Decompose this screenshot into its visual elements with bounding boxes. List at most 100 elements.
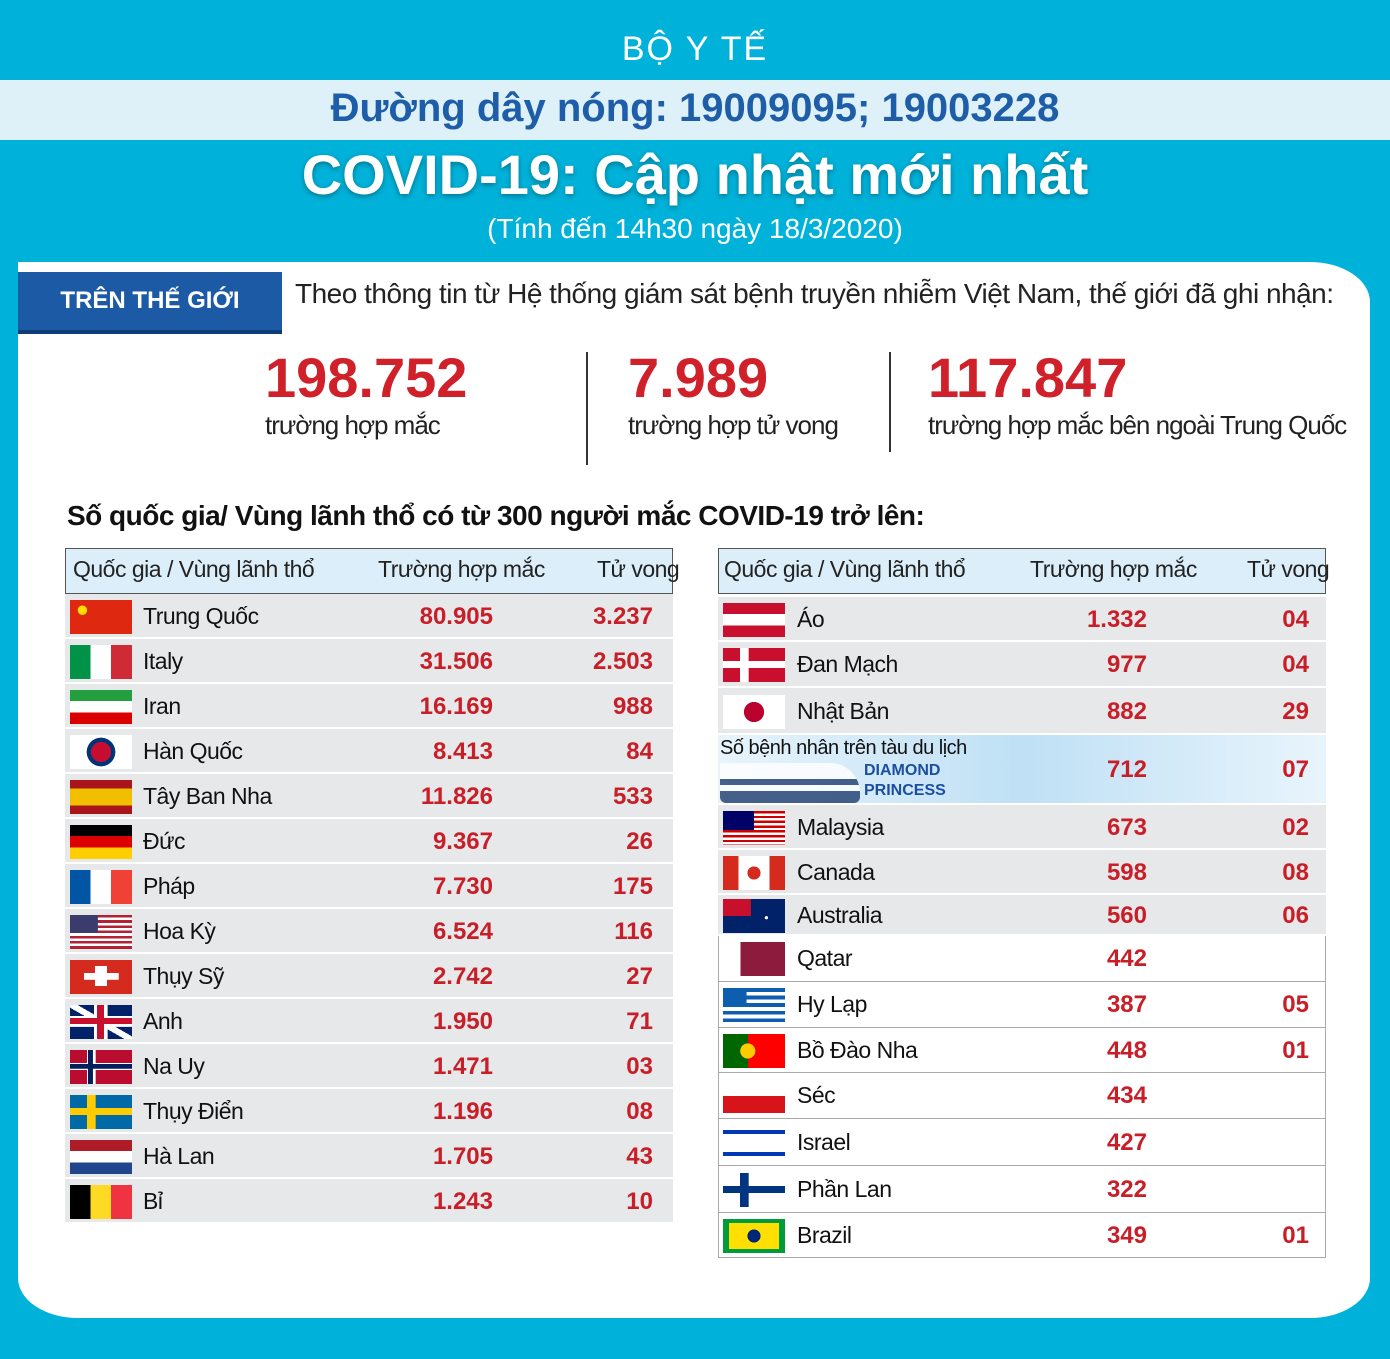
table-row	[718, 688, 1326, 735]
deaths: 04	[1282, 651, 1309, 678]
row-name: Bỉ	[143, 1187, 163, 1214]
row-name: Tây Ban Nha	[143, 782, 272, 809]
cases: 1.471	[432, 1052, 493, 1080]
table-row	[65, 909, 673, 954]
table-row	[65, 864, 673, 909]
deaths: 27	[626, 962, 653, 990]
flag	[70, 1004, 132, 1039]
cases: 11.826	[420, 782, 493, 810]
stat-value: 117.847	[928, 346, 1128, 409]
cases: 322	[1106, 1175, 1147, 1203]
table-row	[65, 1134, 673, 1179]
table-row	[718, 895, 1326, 936]
table-row	[65, 954, 673, 999]
row-name: Đan Mạch	[797, 651, 898, 677]
deaths: 84	[626, 737, 653, 765]
subtitle: (Tính đến 14h30 ngày 18/3/2020)	[487, 213, 903, 244]
row-name: Trung Quốc	[143, 602, 259, 629]
cases: 712	[1106, 756, 1147, 783]
row-name: Séc	[797, 1082, 836, 1108]
table-row	[65, 819, 673, 864]
intro: Theo thông tin từ Hệ thống giám sát bệnh…	[295, 278, 1334, 309]
column-header: Tử vong	[597, 556, 680, 582]
table-row	[718, 1073, 1326, 1119]
cases: 16.169	[419, 692, 493, 720]
deaths: 43	[626, 1142, 653, 1170]
stat-value: 7.989	[628, 346, 769, 409]
deaths: 116	[614, 917, 653, 945]
cases: 349	[1106, 1221, 1147, 1249]
flag	[70, 599, 132, 634]
table-row	[718, 936, 1326, 982]
flag	[723, 855, 785, 890]
flag	[723, 602, 785, 637]
row-name: Phần Lan	[797, 1175, 892, 1202]
row-name: Canada	[797, 858, 875, 885]
flag	[70, 1094, 132, 1129]
row-name: Australia	[797, 901, 882, 928]
table-row	[718, 1119, 1326, 1166]
cases: 598	[1106, 858, 1147, 886]
row-name: Iran	[143, 692, 181, 719]
table-row	[65, 1179, 673, 1224]
cases: 7.730	[432, 872, 493, 900]
row-name: Thụy Sỹ	[143, 962, 224, 989]
flag	[723, 1125, 785, 1160]
deaths: 26	[626, 827, 653, 855]
flag	[70, 824, 132, 859]
flag	[723, 988, 785, 1022]
cases: 1.950	[432, 1007, 493, 1035]
deaths: 04	[1282, 605, 1309, 633]
flag	[723, 1172, 785, 1207]
ship-name: DIAMOND PRINCESS	[864, 762, 946, 799]
row-name: Hy Lạp	[797, 991, 867, 1017]
cases: 1.705	[432, 1142, 493, 1170]
table-row	[718, 1166, 1326, 1213]
table-row	[65, 684, 673, 729]
flag	[70, 959, 132, 994]
cases: 80.905	[419, 602, 493, 630]
flag	[723, 1218, 785, 1253]
hotline: Đường dây nóng: 19009095; 19003228	[330, 86, 1060, 130]
table-row	[65, 1044, 673, 1089]
table-row	[718, 805, 1326, 850]
flag	[723, 648, 785, 682]
deaths: 07	[1282, 756, 1309, 783]
stat-label: trường hợp tử vong	[628, 410, 839, 440]
deaths: 175	[612, 872, 653, 900]
column-header: Trường hợp mắc	[378, 556, 545, 582]
section-heading: Số quốc gia/ Vùng lãnh thổ có từ 300 ngư…	[67, 500, 925, 531]
row-name: Malaysia	[797, 813, 884, 840]
divider	[586, 352, 588, 465]
row-name: Brazil	[797, 1221, 852, 1248]
table-row	[65, 999, 673, 1044]
row-name: Áo	[797, 605, 825, 632]
flag	[723, 810, 785, 845]
row-name: Israel	[797, 1128, 851, 1155]
table-row	[65, 594, 673, 639]
cases: 2.742	[432, 962, 493, 990]
column-header: Tử vong	[1247, 556, 1330, 582]
cases: 560	[1106, 901, 1147, 929]
title: COVID-19: Cập nhật mới nhất	[301, 143, 1089, 206]
flag	[70, 644, 132, 679]
row-name: Thụy Điển	[143, 1097, 244, 1124]
row-name: Hà Lan	[143, 1142, 215, 1169]
deaths: 3.237	[592, 602, 653, 630]
row-name: Nhật Bản	[797, 697, 889, 724]
deaths: 03	[626, 1052, 653, 1080]
flag	[70, 734, 132, 769]
tab: TRÊN THẾ GIỚI	[18, 272, 282, 334]
ship-image	[720, 763, 860, 803]
flag	[70, 914, 132, 949]
deaths: 01	[1282, 1036, 1309, 1064]
flag	[70, 1139, 132, 1174]
table-row	[65, 1089, 673, 1134]
deaths: 2.503	[592, 647, 653, 675]
cases: 8.413	[432, 737, 493, 765]
table-row	[718, 982, 1326, 1028]
stat-value: 198.752	[265, 346, 468, 409]
flag	[70, 869, 132, 904]
column-header: Trường hợp mắc	[1030, 556, 1197, 582]
